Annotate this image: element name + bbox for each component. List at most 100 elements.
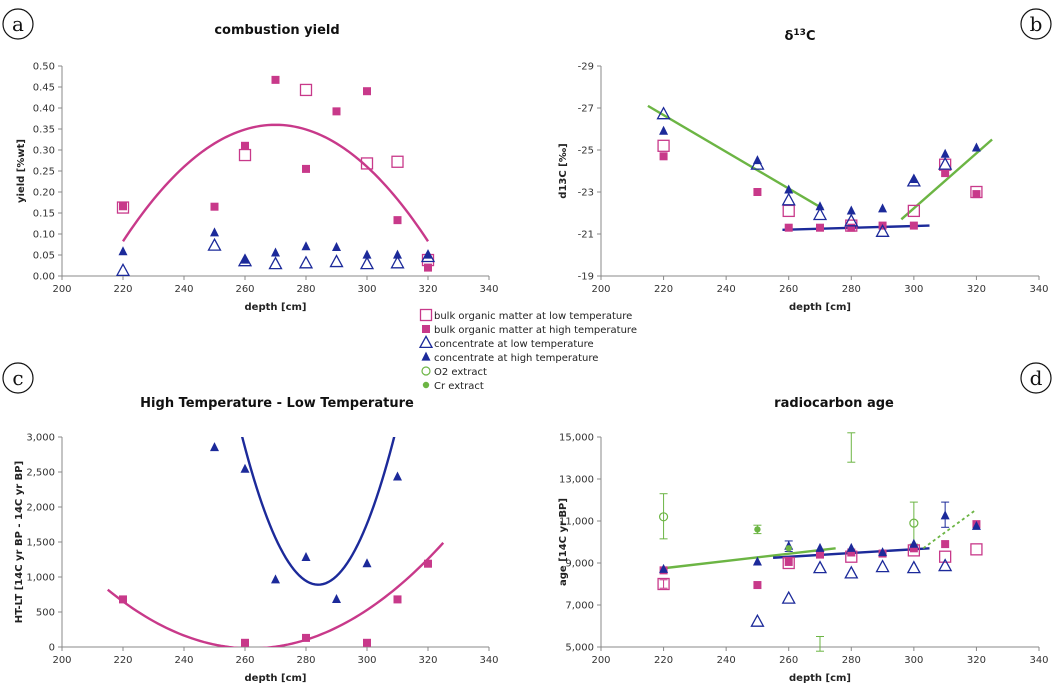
x-tick-label: 280 <box>296 655 315 666</box>
x-tick-label: 240 <box>717 284 736 295</box>
legend-marker <box>422 381 430 389</box>
trend-curve <box>663 547 836 570</box>
data-point <box>301 241 311 251</box>
chart-panel-d: d radiocarbon age 200 220 240 260 280 300 320 340… <box>558 362 1052 684</box>
x-tick-label: 300 <box>904 284 923 295</box>
data-point <box>815 542 825 552</box>
x-axis-label: depth [cm] <box>245 673 307 684</box>
data-point <box>359 256 375 270</box>
data-point <box>302 633 310 642</box>
data-point <box>237 253 253 267</box>
y-tick-label: 7,000 <box>565 601 594 612</box>
data-point <box>816 223 824 232</box>
panel-letter-badge <box>1020 362 1052 394</box>
trend-curve <box>922 508 977 550</box>
data-point <box>238 148 252 162</box>
y-tick-label: 0.50 <box>33 62 55 73</box>
x-tick-label: 220 <box>654 284 673 295</box>
data-point <box>658 512 669 522</box>
data-point <box>812 560 828 574</box>
panel-letter: a <box>12 12 24 36</box>
data-point <box>302 164 310 173</box>
data-point <box>119 595 127 604</box>
data-point <box>656 106 671 120</box>
data-point <box>657 577 670 591</box>
x-tick-label: 340 <box>479 284 498 295</box>
data-point <box>299 83 313 97</box>
trend-curve <box>647 104 824 210</box>
x-tick-label: 240 <box>717 655 736 666</box>
x-tick-label: 340 <box>479 655 498 666</box>
data-point <box>301 552 311 561</box>
chart-title: High Temperature - Low Temperature <box>140 396 414 411</box>
data-point <box>363 638 371 647</box>
data-point <box>753 581 762 590</box>
data-point <box>875 559 890 573</box>
y-axis-label: HT-LT [14C yr BP - 14C yr BP] <box>14 461 25 623</box>
y-tick-label: 3,000 <box>26 433 55 444</box>
data-point <box>363 87 371 96</box>
legend-marker <box>418 335 434 349</box>
x-tick-label: 260 <box>779 284 798 295</box>
data-point <box>847 223 856 232</box>
data-point <box>752 155 762 165</box>
data-point <box>847 548 856 557</box>
data-point <box>332 107 341 116</box>
y-tick-label: 2,500 <box>26 468 55 479</box>
chart-panel-a: a combustion yield 200 220 240 260 280 300 320 34… <box>2 8 499 313</box>
data-point <box>750 613 765 627</box>
y-tick-label: -21 <box>578 230 594 241</box>
y-tick-label: 1,000 <box>26 573 55 584</box>
x-tick-label: 340 <box>1029 284 1048 295</box>
data-point <box>240 254 250 264</box>
x-tick-label: 200 <box>52 655 71 666</box>
data-point <box>360 157 374 170</box>
data-point <box>970 543 983 556</box>
data-point <box>972 190 981 199</box>
data-point <box>971 520 981 530</box>
data-point <box>391 155 404 168</box>
data-point <box>816 550 824 559</box>
data-point <box>271 75 280 84</box>
x-tick-label: 320 <box>967 655 986 666</box>
data-point <box>116 201 130 214</box>
x-tick-label: 280 <box>842 284 861 295</box>
data-point <box>271 574 280 584</box>
panel-letter: c <box>12 366 23 390</box>
data-point <box>390 255 405 269</box>
data-point <box>941 169 950 178</box>
chart-title-superscript: 13 <box>793 28 806 38</box>
chart-title: δ13C <box>784 28 815 44</box>
data-point <box>940 148 950 158</box>
chart-title: combustion yield <box>214 23 339 38</box>
data-point <box>812 207 828 221</box>
data-point <box>241 638 249 647</box>
data-point <box>784 557 793 566</box>
y-axis-label: yield [%wt] <box>16 139 27 203</box>
data-point <box>362 249 372 259</box>
data-point <box>784 184 794 194</box>
data-point <box>119 202 127 211</box>
x-tick-label: 260 <box>235 655 254 666</box>
y-tick-label: 0.05 <box>33 251 55 262</box>
y-tick-label: 0.00 <box>33 272 55 283</box>
data-point <box>659 125 669 135</box>
legend-marker <box>421 366 431 376</box>
data-point <box>909 221 918 230</box>
x-tick-label: 260 <box>235 284 254 295</box>
data-point <box>393 249 402 259</box>
data-point <box>271 247 280 257</box>
y-tick-label: 1,500 <box>26 538 55 549</box>
data-point <box>210 227 219 237</box>
trend-curve <box>106 542 445 647</box>
data-point <box>657 139 670 152</box>
data-point <box>393 595 402 604</box>
y-axis-label: d13C [‰] <box>558 143 569 198</box>
y-tick-label: 2,000 <box>26 503 55 514</box>
data-point <box>754 526 761 533</box>
x-tick-label: 220 <box>113 284 132 295</box>
data-point <box>782 556 795 570</box>
y-tick-label: 0.15 <box>33 209 55 220</box>
data-point <box>210 202 219 211</box>
data-point <box>941 540 950 549</box>
